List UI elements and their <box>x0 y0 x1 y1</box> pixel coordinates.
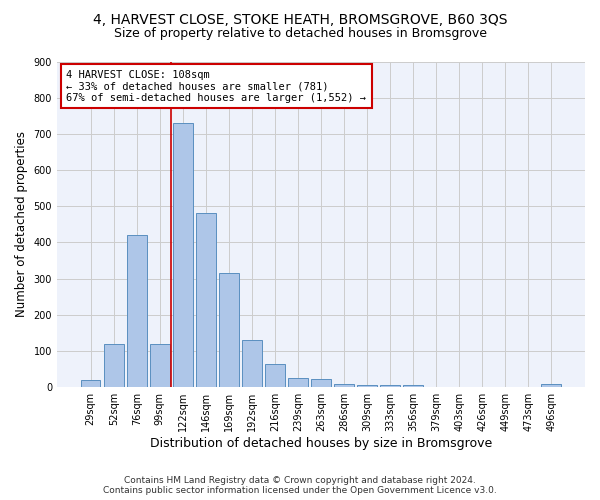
Text: Contains HM Land Registry data © Crown copyright and database right 2024.
Contai: Contains HM Land Registry data © Crown c… <box>103 476 497 495</box>
Bar <box>127 235 146 387</box>
Bar <box>81 380 100 387</box>
Bar <box>150 344 170 387</box>
Bar <box>357 384 377 387</box>
Bar <box>265 364 284 387</box>
Text: Size of property relative to detached houses in Bromsgrove: Size of property relative to detached ho… <box>113 28 487 40</box>
Text: 4 HARVEST CLOSE: 108sqm
← 33% of detached houses are smaller (781)
67% of semi-d: 4 HARVEST CLOSE: 108sqm ← 33% of detache… <box>67 70 367 103</box>
Bar <box>288 378 308 387</box>
Bar <box>104 344 124 387</box>
Y-axis label: Number of detached properties: Number of detached properties <box>15 132 28 318</box>
Bar <box>403 386 423 387</box>
Bar <box>311 379 331 387</box>
X-axis label: Distribution of detached houses by size in Bromsgrove: Distribution of detached houses by size … <box>150 437 492 450</box>
Bar <box>196 214 215 387</box>
Bar <box>173 123 193 387</box>
Bar <box>380 386 400 387</box>
Bar <box>242 340 262 387</box>
Text: 4, HARVEST CLOSE, STOKE HEATH, BROMSGROVE, B60 3QS: 4, HARVEST CLOSE, STOKE HEATH, BROMSGROV… <box>93 12 507 26</box>
Bar <box>541 384 561 387</box>
Bar <box>334 384 354 387</box>
Bar <box>219 273 239 387</box>
